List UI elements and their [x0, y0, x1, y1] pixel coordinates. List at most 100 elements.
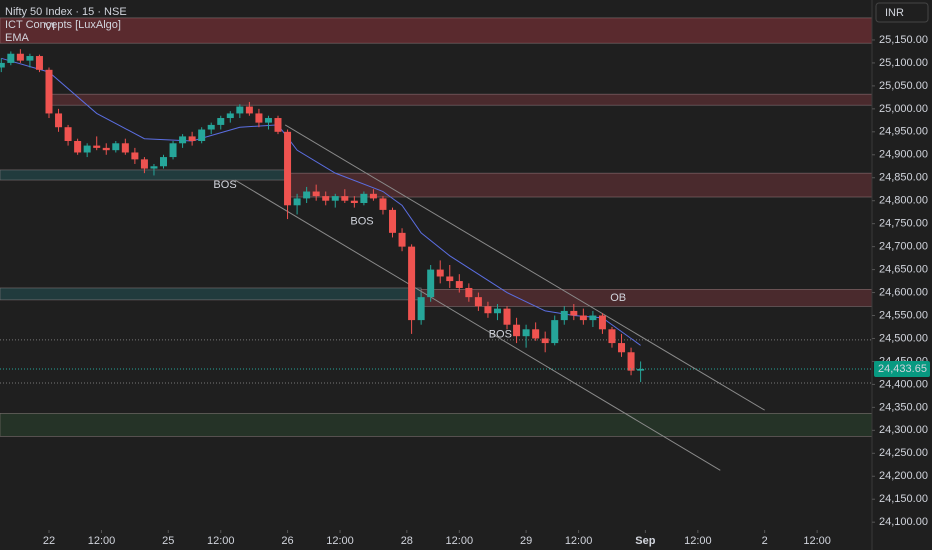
x-tick-label: 25 [162, 535, 174, 547]
candle-body [131, 152, 139, 160]
candle-body [74, 140, 82, 153]
x-tick-label: 12:00 [88, 535, 116, 547]
candle-body [93, 145, 101, 148]
candle-body [274, 118, 282, 132]
candle-body [169, 143, 177, 158]
zone [0, 169, 288, 181]
annotation: BOS [489, 329, 512, 341]
annotation: BOS [213, 179, 236, 191]
candle-body [493, 308, 501, 314]
candle-body [541, 338, 549, 344]
candle-body [255, 113, 263, 123]
x-tick-label: 2 [762, 535, 768, 547]
y-tick-label: 24,600.00 [879, 286, 928, 298]
x-tick-label: 22 [43, 535, 55, 547]
candle-body [579, 315, 587, 321]
candle-body [589, 315, 597, 321]
candle-body [408, 246, 416, 321]
candle-body [560, 310, 568, 321]
candle-body [16, 53, 24, 61]
candle-body [608, 329, 616, 344]
candle-body [7, 53, 15, 63]
y-tick-label: 24,200.00 [879, 470, 928, 482]
annotation: OB [610, 292, 626, 304]
candle-body [398, 232, 406, 247]
ema-line [1, 57, 641, 346]
y-tick-label: 24,950.00 [879, 126, 928, 138]
y-tick-label: 24,800.00 [879, 195, 928, 207]
candle-body [369, 193, 377, 199]
annotation: VI [45, 21, 55, 33]
x-tick-label: 12:00 [565, 535, 593, 547]
candle-body [160, 157, 168, 167]
x-tick-label: 26 [281, 535, 293, 547]
candle-body [188, 136, 196, 141]
candle-body [45, 69, 53, 114]
zone [48, 93, 873, 106]
currency: INR [885, 7, 904, 19]
zone [420, 289, 873, 307]
candle-body [264, 118, 272, 123]
last-price-label: 24,433.65 [878, 363, 927, 375]
y-tick-label: 24,300.00 [879, 424, 928, 436]
y-tick-label: 25,050.00 [879, 80, 928, 92]
y-tick-label: 25,150.00 [879, 34, 928, 46]
trendline [284, 124, 765, 411]
candle-body [484, 306, 492, 314]
x-tick-label: 12:00 [684, 535, 712, 547]
indicator-label: EMA [5, 32, 30, 44]
candle-body [379, 198, 387, 210]
candle-body [293, 198, 301, 206]
candle-body [637, 368, 645, 371]
candle-body [474, 297, 482, 307]
trendline [234, 179, 721, 471]
candle-body [83, 145, 91, 153]
y-tick-label: 24,700.00 [879, 241, 928, 253]
candle-body [331, 196, 339, 201]
candle-body [121, 143, 129, 153]
y-tick-label: 24,400.00 [879, 378, 928, 390]
y-tick-label: 24,900.00 [879, 149, 928, 161]
candle-body [26, 56, 34, 61]
candle-body [341, 196, 349, 201]
candle-body [513, 324, 521, 337]
zone [287, 172, 873, 198]
x-tick-label: 29 [520, 535, 532, 547]
candle-body [455, 281, 463, 288]
candle-body [0, 62, 5, 68]
y-tick-label: 24,100.00 [879, 516, 928, 528]
candle-body [312, 191, 320, 197]
candle-body [627, 352, 635, 371]
y-tick-label: 24,550.00 [879, 309, 928, 321]
candle-body [284, 131, 292, 206]
candle-body [198, 129, 206, 141]
y-tick-label: 24,850.00 [879, 172, 928, 184]
y-tick-label: 24,350.00 [879, 401, 928, 413]
candle-body [427, 269, 435, 298]
candle-body [322, 196, 330, 201]
candle-body [598, 315, 606, 330]
last-price-box [874, 360, 930, 377]
candle-body [436, 269, 444, 277]
x-tick-label: 12:00 [446, 535, 474, 547]
y-tick-label: 25,000.00 [879, 103, 928, 115]
zone [0, 17, 873, 44]
candle-body [245, 106, 253, 114]
y-tick-label: 24,250.00 [879, 447, 928, 459]
y-tick-label: 24,150.00 [879, 493, 928, 505]
candle-body [532, 329, 540, 339]
candle-body [389, 209, 397, 233]
candle-body [140, 159, 148, 169]
chart-title: Nifty 50 Index · 15 · NSE [5, 6, 127, 18]
candle-body [64, 127, 72, 141]
x-tick-label: 12:00 [207, 535, 235, 547]
y-tick-label: 24,650.00 [879, 263, 928, 275]
y-tick-label: 25,100.00 [879, 57, 928, 69]
candle-body [350, 200, 358, 203]
candle-body [236, 106, 244, 114]
candle-body [207, 124, 215, 130]
candle-body [446, 276, 454, 282]
